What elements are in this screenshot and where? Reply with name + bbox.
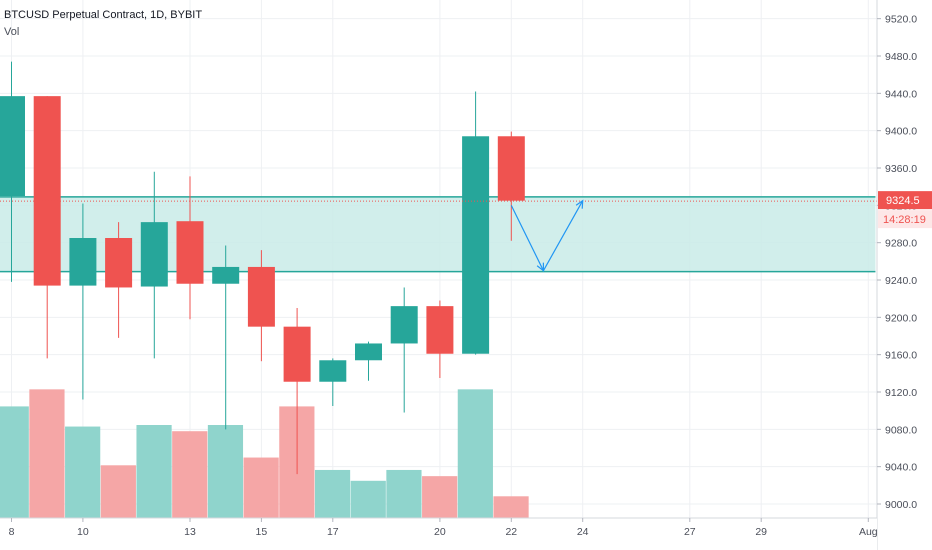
arrow-head-down[interactable] <box>536 262 545 272</box>
time-tick-label: 10 <box>77 526 89 538</box>
volume-bar <box>314 469 351 518</box>
price-tag[interactable]: 9324.5 14:28:19 <box>878 191 932 229</box>
timer-tag-bg <box>878 210 932 229</box>
time-tick-label: 24 <box>577 526 589 538</box>
price-axis-bg <box>877 0 932 550</box>
volume-bars <box>0 389 529 518</box>
price-tick-label: 9160.0 <box>885 350 917 362</box>
time-tick-label: 17 <box>327 526 339 538</box>
price-tick-label: 9440.0 <box>885 88 917 100</box>
price-tick-label: 9280.0 <box>885 238 917 250</box>
candle-up[interactable] <box>390 306 418 344</box>
price-tick-label: 9400.0 <box>885 126 917 138</box>
price-tag-value: 9324.5 <box>886 195 920 207</box>
candle-down[interactable] <box>176 221 204 284</box>
time-tick-label: 15 <box>256 526 268 538</box>
symbol-title: BTCUSD Perpetual Contract, 1D, BYBIT <box>4 9 203 21</box>
time-axis[interactable]: 8 10 13 15 17 20 22 24 27 29 Aug <box>0 517 878 550</box>
volume-bar <box>207 425 244 518</box>
price-tick-label: 9360.0 <box>885 163 917 175</box>
price-axis[interactable]: 9520.09480.09440.09400.09360.09320.09280… <box>876 0 932 550</box>
time-tick-label: Aug <box>859 526 878 538</box>
candle-up[interactable] <box>212 266 240 284</box>
candle-down[interactable] <box>105 238 133 288</box>
price-tick-label: 9080.0 <box>885 424 917 436</box>
chart-legend: BTCUSD Perpetual Contract, 1D, BYBIT Vol <box>4 7 202 41</box>
volume-bar <box>243 457 279 518</box>
volume-bar <box>100 465 136 518</box>
candle-down[interactable] <box>497 136 525 201</box>
time-tick-label: 29 <box>755 526 767 538</box>
price-tick-label: 9120.0 <box>885 387 917 399</box>
candle-down[interactable] <box>247 266 275 327</box>
volume-bar <box>65 426 101 518</box>
candle-up[interactable] <box>319 360 347 382</box>
candle-up[interactable] <box>140 222 168 287</box>
volume-bar <box>422 476 458 518</box>
candle-down[interactable] <box>283 326 311 382</box>
candle-up[interactable] <box>462 136 490 354</box>
price-tick-label: 9240.0 <box>885 275 917 287</box>
time-tick-label: 8 <box>9 526 15 538</box>
time-tick-label: 13 <box>184 526 196 538</box>
volume-bar <box>172 431 208 518</box>
time-tick-label: 27 <box>684 526 696 538</box>
price-tick-label: 9040.0 <box>885 462 917 474</box>
time-tick-label: 22 <box>505 526 517 538</box>
price-tick-label: 9200.0 <box>885 312 917 324</box>
price-tick-label: 9480.0 <box>885 51 917 63</box>
time-axis-bg <box>0 518 877 550</box>
volume-bar <box>457 389 493 518</box>
volume-label: Vol <box>4 26 20 38</box>
volume-bar <box>29 389 65 518</box>
volume-bar <box>386 469 422 518</box>
candle-up[interactable] <box>0 96 25 196</box>
time-tick-label: 20 <box>434 526 446 538</box>
drawing-overlay[interactable] <box>0 199 877 272</box>
price-tick-label: 9000.0 <box>885 499 917 511</box>
volume-bar <box>350 480 386 518</box>
volume-bar <box>136 425 172 518</box>
volume-bar <box>493 496 529 518</box>
candlesticks[interactable] <box>0 61 525 475</box>
price-tag-timer: 14:28:19 <box>883 214 926 226</box>
candle-up[interactable] <box>355 343 382 361</box>
candle-down[interactable] <box>33 96 61 286</box>
price-tick-label: 9520.0 <box>885 14 917 26</box>
volume-bar <box>0 406 29 518</box>
candle-down[interactable] <box>426 306 454 354</box>
candle-up[interactable] <box>69 238 97 286</box>
price-tag-bg <box>878 191 932 210</box>
arrow-head-up[interactable] <box>575 199 584 209</box>
